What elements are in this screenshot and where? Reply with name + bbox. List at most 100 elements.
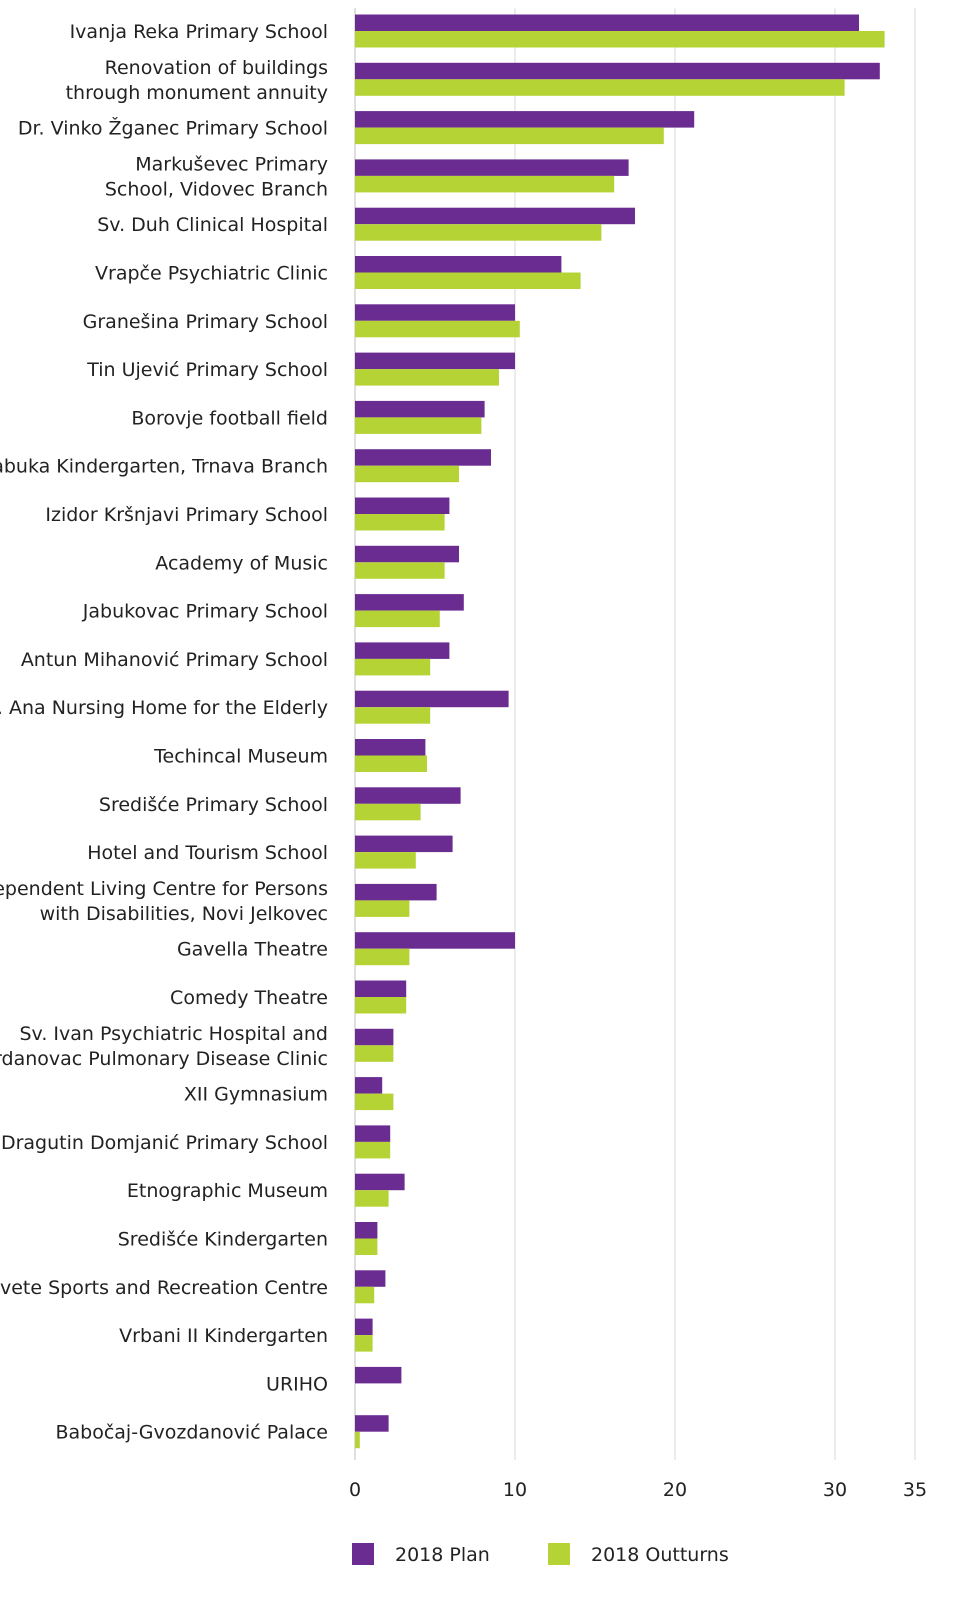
bars <box>355 14 885 1449</box>
bar-outturns <box>355 417 482 434</box>
bar-outturns <box>355 1093 394 1111</box>
category-label: Dr. Vinko Žganec Primary School <box>18 117 328 140</box>
category-label: Renovation of buildings <box>105 57 328 79</box>
category-label: Ivanja Reka Primary School <box>70 21 328 43</box>
bar-plan <box>355 690 509 708</box>
bar-plan <box>355 449 491 466</box>
bar-outturns <box>355 852 416 869</box>
bar-outturns <box>355 1045 394 1062</box>
x-tick-label: 35 <box>903 1479 927 1501</box>
category-label: Središće Primary School <box>99 794 328 816</box>
bar-plan <box>355 1077 383 1094</box>
x-tick-label: 20 <box>663 1479 687 1501</box>
category-label: Sesvete Sports and Recreation Centre <box>0 1277 328 1299</box>
category-label: Dragutin Domjanić Primary School <box>1 1132 328 1154</box>
category-label: Izidor Kršnjavi Primary School <box>45 504 328 526</box>
category-label: Vrapče Psychiatric Clinic <box>95 263 328 285</box>
category-label: Granešina Primary School <box>83 311 328 333</box>
category-label: Techincal Museum <box>153 746 328 768</box>
bar-plan <box>355 787 461 804</box>
x-tick-label: 30 <box>823 1479 847 1501</box>
bar-plan <box>355 111 695 128</box>
bar-outturns <box>355 1335 373 1352</box>
category-label: Vrbani II Kindergarten <box>119 1325 328 1347</box>
bar-outturns <box>355 272 581 289</box>
gridlines <box>354 8 916 1460</box>
category-label: through monument annuity <box>66 82 328 104</box>
bar-outturns <box>355 224 602 241</box>
category-label: URIHO <box>266 1373 328 1395</box>
bar-plan <box>355 352 515 370</box>
bar-outturns <box>355 1238 378 1255</box>
legend-label-outturns: 2018 Outturns <box>591 1544 729 1566</box>
category-label: with Disabilities, Novi Jelkovec <box>40 903 328 925</box>
bar-outturns <box>355 31 885 48</box>
bar-outturns <box>355 127 664 145</box>
bar-outturns <box>355 465 459 483</box>
bar-plan <box>355 256 562 273</box>
category-label: Sv. Ivan Psychiatric Hospital and <box>20 1023 329 1045</box>
bar-plan <box>355 545 459 563</box>
x-axis-ticks: 0 10 20 30 35 <box>349 1479 927 1501</box>
bar-plan <box>355 1173 405 1191</box>
category-label: School, Vidovec Branch <box>105 178 328 200</box>
bar-outturns <box>355 707 431 724</box>
bar-outturns <box>355 803 421 821</box>
bar-outturns <box>355 514 445 531</box>
bar-outturns <box>355 562 445 579</box>
category-labels: Ivanja Reka Primary School Renovation of … <box>0 21 328 1444</box>
bar-outturns <box>355 755 427 772</box>
x-tick-label: 10 <box>503 1479 527 1501</box>
bar-outturns <box>355 610 440 628</box>
bar-plan <box>355 739 426 756</box>
bar-outturns <box>355 658 431 676</box>
category-label: Antun Mihanović Primary School <box>21 649 328 671</box>
bar-plan <box>355 1028 394 1046</box>
bar-plan <box>355 642 450 659</box>
category-label: XII Gymnasium <box>184 1084 328 1106</box>
bar-plan <box>355 304 515 321</box>
category-label: Jordanovac Pulmonary Disease Clinic <box>0 1048 328 1070</box>
bar-outturns <box>355 1431 360 1449</box>
category-label: Sv. Duh Clinical Hospital <box>97 214 328 236</box>
bar-plan <box>355 1222 378 1239</box>
bar-outturns <box>355 900 410 917</box>
category-label: Independent Living Centre for Persons <box>0 878 328 900</box>
bar-outturns <box>355 1286 375 1304</box>
bar-plan <box>355 1318 373 1336</box>
bar-outturns <box>355 369 499 386</box>
bar-plan <box>355 980 407 997</box>
category-label: Borovje football field <box>131 407 328 429</box>
x-tick-label: 0 <box>349 1479 361 1501</box>
legend: 2018 Plan 2018 Outturns <box>352 1543 729 1566</box>
category-label: Comedy Theatre <box>170 987 328 1009</box>
bar-outturns <box>355 175 615 193</box>
category-label: Jabukovac Primary School <box>82 601 328 623</box>
bar-plan <box>355 1125 391 1142</box>
bar-plan <box>355 1366 402 1384</box>
bar-plan <box>355 594 464 611</box>
bar-plan <box>355 932 515 949</box>
bar-outturns <box>355 320 520 338</box>
bar-outturns <box>355 997 407 1014</box>
category-label: Središće Kindergarten <box>118 1229 328 1251</box>
bar-plan <box>355 883 437 901</box>
bar-outturns <box>355 1141 391 1159</box>
category-label: Babočaj-Gvozdanović Palace <box>55 1422 328 1444</box>
category-label: Sv. Ana Nursing Home for the Elderly <box>0 697 328 719</box>
bar-plan <box>355 207 635 225</box>
bar-plan <box>355 835 453 853</box>
bar-outturns <box>355 1190 389 1207</box>
bar-plan <box>355 1415 389 1432</box>
category-label: Markuševec Primary <box>135 153 328 175</box>
legend-swatch-plan <box>352 1543 374 1565</box>
category-label: Tin Ujević Primary School <box>86 359 328 381</box>
category-label: Academy of Music <box>155 552 328 574</box>
bar-plan <box>355 497 450 514</box>
bar-plan <box>355 14 859 31</box>
category-label: Gavella Theatre <box>177 939 328 961</box>
bar-plan <box>355 159 629 176</box>
category-label: Hotel and Tourism School <box>87 842 328 864</box>
bar-outturns <box>355 79 845 96</box>
